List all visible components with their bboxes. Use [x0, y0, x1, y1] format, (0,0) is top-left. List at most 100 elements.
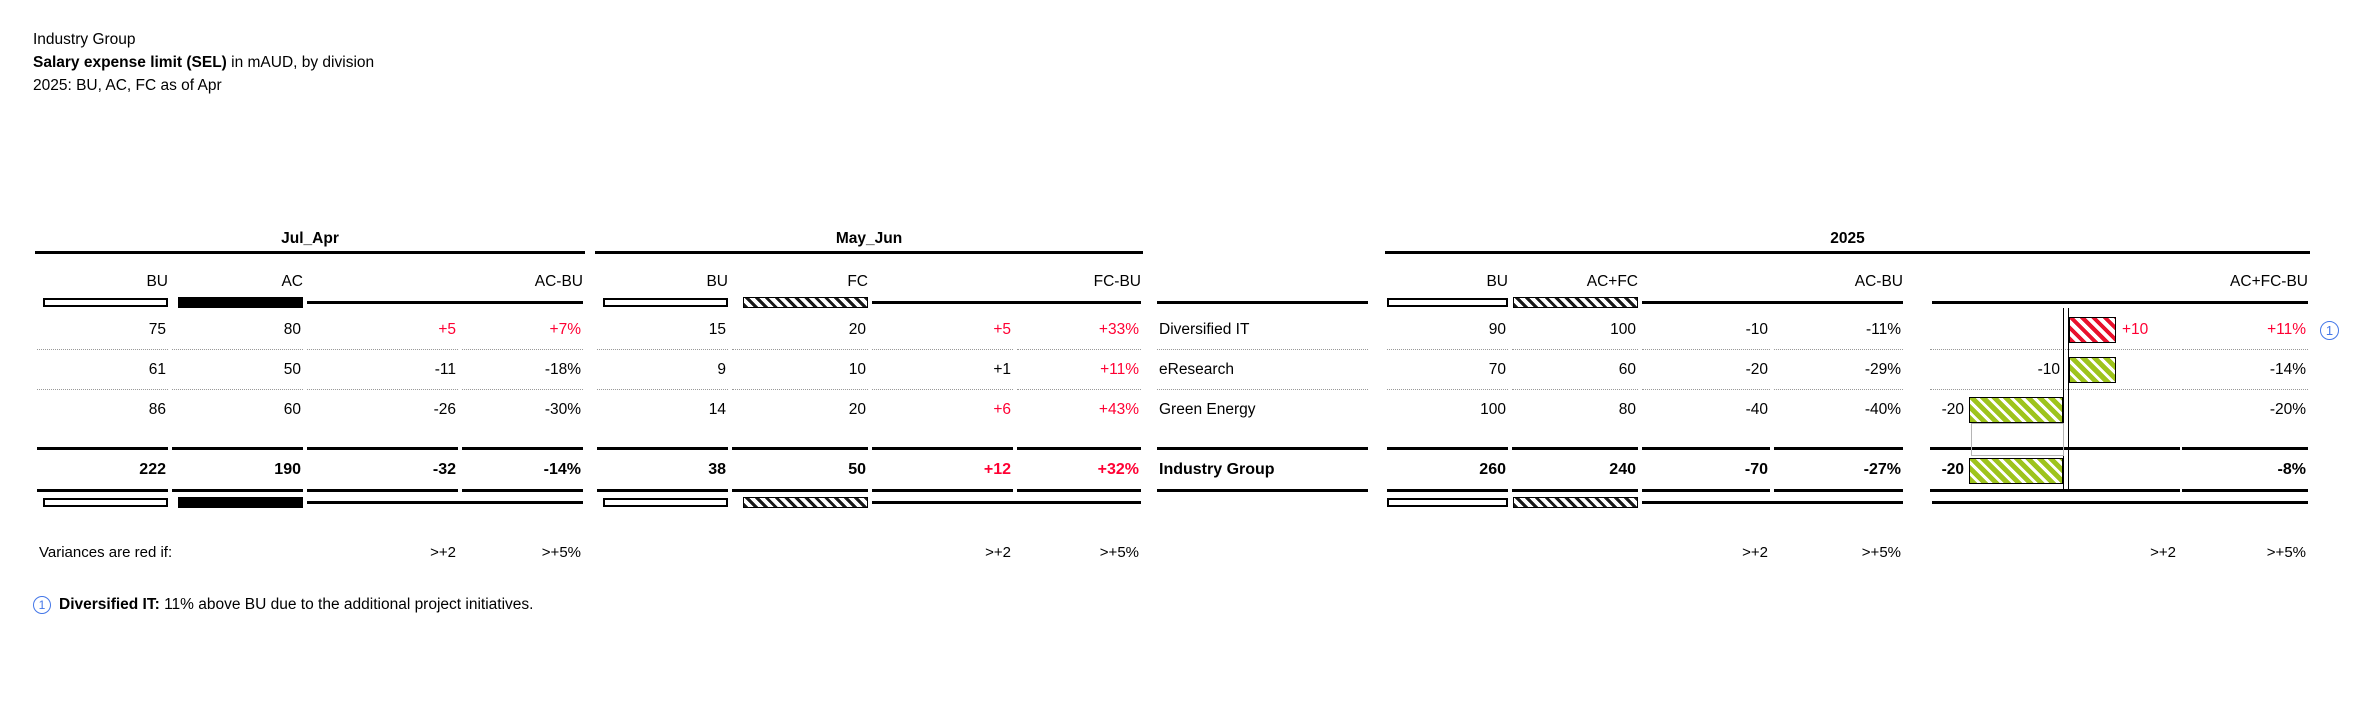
mj-bu-value: 15 [597, 310, 728, 350]
mj-var-value: +5 [872, 310, 1013, 350]
group-header-may-jun: May_Jun [595, 228, 1143, 254]
col-header-mj-var: FC-BU [1093, 273, 1141, 290]
bu-scenario-symbol [1387, 492, 1508, 512]
variance-bar-label: -20 [1941, 401, 1964, 418]
footnote: 1 Diversified IT: 11% above BU due to th… [33, 596, 533, 614]
ja-var-pct: +7% [462, 310, 583, 350]
total-variance-chart-row: -20 [1930, 447, 2180, 492]
divider-rule [307, 500, 583, 504]
mj-var-pct: +43% [1098, 401, 1139, 418]
yr-var-value: -40 [1745, 401, 1768, 418]
threshold-abs: >+2 [1742, 544, 1768, 561]
total-yr-acfc-value: 240 [1512, 447, 1638, 492]
variance-chart-row: -10 [1930, 350, 2180, 390]
mj-var-pct: +11% [1017, 350, 1141, 390]
variance-chart-axis [2063, 308, 2069, 492]
mj-var-rule [872, 492, 1141, 512]
total-ja-ac-value: 190 [172, 447, 303, 492]
mj-fc-value: 20 [848, 401, 866, 418]
total-ja-bu-value: 222 [37, 447, 168, 492]
col-header-ja-ac: AC [281, 273, 303, 290]
ja-var-value: -26 [433, 401, 456, 418]
report-title-unit: in mAUD, by division [226, 54, 375, 71]
ja-var-pct: -30% [544, 401, 581, 418]
variance-bar-label: +10 [2122, 320, 2149, 338]
col-header-yr-var-chart: AC+FC-BU [2230, 273, 2308, 290]
threshold-pct: >+5% [1099, 544, 1139, 561]
total-yr-var-pct: -27% [1774, 447, 1903, 492]
divider-rule [1642, 500, 1903, 504]
bu-scenario-symbol [597, 294, 728, 310]
bu-scenario-symbol [597, 492, 728, 512]
total-mj-bu-value: 38 [597, 447, 728, 492]
threshold-pct: >+5% [1861, 544, 1901, 561]
bu-open-bar-icon [1387, 497, 1508, 507]
ac-scenario-symbol [172, 492, 303, 512]
ja-var-value: -11 [307, 350, 458, 390]
col-header-mj-fc: FC [847, 273, 868, 290]
bu-scenario-symbol [37, 294, 168, 310]
variance-bar [1969, 458, 2063, 484]
yr-bu-value: 100 [1480, 401, 1506, 418]
report-title-measure: Salary expense limit (SEL) [33, 54, 227, 71]
mj-var-value: +1 [872, 350, 1013, 390]
variance-bar [2069, 357, 2116, 383]
ac-solid-bar-icon [178, 496, 303, 508]
yr-var-chart-pct: -20% [2269, 401, 2306, 418]
divider-rule [1157, 300, 1368, 304]
divider-rule [872, 300, 1141, 304]
divider-rule [1932, 300, 2308, 304]
divider-rule [872, 500, 1141, 504]
report-title-block: Industry Group Salary expense limit (SEL… [33, 28, 374, 97]
yr-var-pct: -40% [1864, 401, 1901, 418]
bu-open-bar-icon [1387, 297, 1508, 307]
fc-hatched-bar-icon [743, 496, 868, 508]
divider-rule [1642, 300, 1903, 304]
total-yr-bu-value: 260 [1387, 447, 1508, 492]
threshold-pct: >+5% [2266, 544, 2306, 561]
ja-ac-value: 60 [283, 401, 301, 418]
group-header-jul-apr: Jul_Apr [35, 228, 585, 254]
fc-scenario-symbol [732, 492, 868, 512]
division-label: Diversified IT [1157, 310, 1368, 350]
ja-var-value: +5 [307, 310, 458, 350]
threshold-abs: >+2 [430, 544, 456, 561]
ac-solid-bar-icon [178, 296, 303, 308]
yr-var-chart-rule [1932, 492, 2308, 512]
yr-bu-value: 90 [1387, 310, 1508, 350]
footnote-marker-cell: 1 [2312, 310, 2377, 350]
variance-bar [2069, 317, 2116, 343]
division-label: eResearch [1157, 350, 1368, 390]
yr-bu-value: 70 [1387, 350, 1508, 390]
total-yr-var-chart-pct: -8% [2182, 447, 2308, 492]
yr-var-pct: -29% [1774, 350, 1903, 390]
col-header-yr-var: AC-BU [1854, 273, 1903, 290]
acfc-hatched-bar-icon [1513, 296, 1638, 308]
footnote-detail: 11% above BU due to the additional proje… [159, 596, 534, 613]
divider-rule [307, 300, 583, 304]
ja-bu-value: 61 [37, 350, 168, 390]
bu-open-bar-icon [43, 497, 168, 507]
total-mj-var-value: +12 [872, 447, 1013, 492]
bu-open-bar-icon [43, 297, 168, 307]
yr-var-chart-pct: +11% [2182, 310, 2308, 350]
group-header-2025: 2025 [1385, 228, 2310, 254]
mj-bu-value: 14 [708, 401, 726, 418]
total-division-label: Industry Group [1157, 447, 1368, 492]
yr-var-rule [1642, 492, 1903, 512]
report-table: Jul_Apr May_Jun 2025 BU AC AC-BU BU FC F… [0, 228, 2379, 570]
ja-bu-value: 75 [37, 310, 168, 350]
bu-open-bar-icon [603, 297, 728, 307]
total-ja-var-pct: -14% [462, 447, 583, 492]
mj-fc-value: 10 [732, 350, 868, 390]
division-col-rule [1157, 294, 1368, 310]
variance-bar [1969, 397, 2063, 423]
info-circle-icon: 1 [2320, 320, 2339, 340]
fc-scenario-symbol [732, 294, 868, 310]
ja-ac-value: 80 [172, 310, 303, 350]
yr-acfc-value: 80 [1618, 401, 1636, 418]
total-mj-var-pct: +32% [1017, 447, 1141, 492]
fc-hatched-bar-icon [743, 296, 868, 308]
bu-scenario-symbol [37, 492, 168, 512]
bu-scenario-symbol [1387, 294, 1508, 310]
